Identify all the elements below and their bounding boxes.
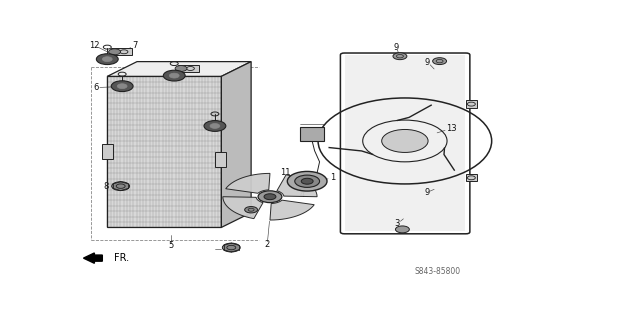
FancyBboxPatch shape <box>300 128 324 141</box>
Text: 12: 12 <box>161 63 172 72</box>
Circle shape <box>210 123 220 129</box>
Circle shape <box>222 243 240 252</box>
Text: 8: 8 <box>103 182 108 191</box>
Polygon shape <box>226 174 270 193</box>
Text: 10: 10 <box>244 210 255 219</box>
Circle shape <box>163 70 185 81</box>
Circle shape <box>295 175 319 187</box>
Circle shape <box>381 130 428 152</box>
Bar <box>102 144 113 159</box>
Text: 9: 9 <box>394 43 399 52</box>
Circle shape <box>112 182 130 190</box>
Circle shape <box>396 226 410 233</box>
Text: 2: 2 <box>265 240 270 249</box>
Text: 7: 7 <box>202 63 207 72</box>
Polygon shape <box>108 62 251 76</box>
Bar <box>346 56 465 231</box>
Circle shape <box>287 171 327 191</box>
Polygon shape <box>277 175 317 197</box>
FancyBboxPatch shape <box>178 65 199 72</box>
Text: FR.: FR. <box>114 253 129 263</box>
Circle shape <box>393 53 407 60</box>
Polygon shape <box>221 62 251 227</box>
Circle shape <box>244 206 257 213</box>
Circle shape <box>117 84 127 89</box>
FancyArrow shape <box>83 253 102 263</box>
Text: 6: 6 <box>93 83 99 92</box>
Bar <box>215 152 226 167</box>
Text: 7: 7 <box>132 41 137 50</box>
Circle shape <box>175 65 187 71</box>
Circle shape <box>170 73 179 78</box>
Circle shape <box>433 58 447 64</box>
Circle shape <box>97 54 118 64</box>
Circle shape <box>204 121 226 131</box>
Circle shape <box>102 57 112 62</box>
Text: 12: 12 <box>88 41 99 50</box>
Bar <box>466 174 477 182</box>
Circle shape <box>111 81 133 92</box>
Polygon shape <box>108 76 221 227</box>
Text: S843-85800: S843-85800 <box>414 267 460 276</box>
Text: 4: 4 <box>300 190 305 199</box>
Text: 9: 9 <box>424 188 430 197</box>
Text: 9: 9 <box>424 58 430 67</box>
Text: 8: 8 <box>222 244 227 253</box>
Polygon shape <box>270 200 314 220</box>
FancyBboxPatch shape <box>111 48 132 55</box>
Text: 11: 11 <box>280 168 291 177</box>
Bar <box>466 100 477 108</box>
Text: 1: 1 <box>330 173 335 182</box>
Text: 3: 3 <box>395 219 400 228</box>
Circle shape <box>301 178 313 184</box>
Circle shape <box>109 49 120 55</box>
Circle shape <box>258 191 282 203</box>
Text: 6: 6 <box>222 121 227 130</box>
Polygon shape <box>223 197 263 219</box>
Circle shape <box>264 194 276 200</box>
Text: 5: 5 <box>168 241 173 250</box>
Text: 13: 13 <box>445 124 456 133</box>
